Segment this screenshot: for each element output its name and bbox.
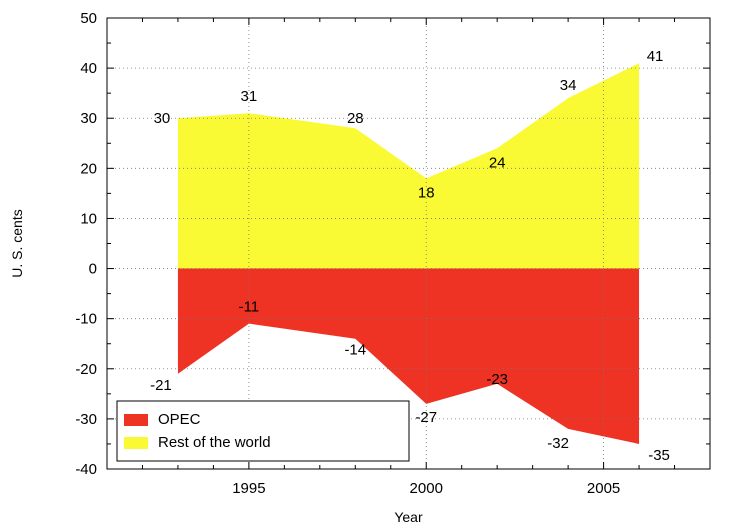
x-tick-label: 1995 (232, 480, 265, 497)
y-tick-label: -40 (75, 461, 97, 478)
x-tick-label: 2005 (587, 480, 620, 497)
data-label: -14 (344, 342, 366, 359)
data-label: 41 (647, 48, 664, 65)
area-series-0 (177, 268, 640, 444)
y-tick-label: 20 (80, 160, 97, 177)
series-layer (177, 63, 640, 444)
y-tick-label: 10 (80, 210, 97, 227)
data-label: -21 (150, 377, 172, 394)
data-label: 30 (154, 110, 171, 127)
data-label: -35 (648, 447, 670, 464)
data-label: -11 (239, 299, 260, 316)
data-label: 31 (241, 88, 258, 105)
data-label: 24 (489, 154, 506, 171)
axis-layer: -40 -30 -20 -10 0 10 20 30 40 50 1995 2000 2005 (75, 10, 711, 497)
y-tick-label: -10 (75, 311, 97, 328)
legend-box (116, 400, 410, 462)
data-label: -27 (415, 409, 437, 426)
legend-swatch-rest-of-world (124, 437, 148, 449)
data-label: 28 (347, 110, 364, 127)
y-tick-label: 40 (80, 60, 97, 77)
y-tick-label: -30 (75, 411, 97, 428)
y-tick-label: 50 (80, 10, 97, 27)
data-label: 34 (560, 77, 577, 94)
legend-label-opec: OPEC (158, 411, 201, 428)
area-series-1 (177, 63, 640, 269)
y-tick-label: 0 (89, 261, 97, 278)
x-axis-title: Year (394, 509, 423, 525)
data-labels: -21 -11 -14 -27 -23 -32 -35 30 31 28 18 24 34 41 (150, 48, 670, 464)
y-tick-label: 30 (80, 110, 97, 127)
legend-label-rest-of-world: Rest of the world (158, 434, 271, 451)
data-label: -23 (486, 371, 508, 388)
legend-swatch-opec (124, 414, 148, 426)
y-axis-title: U. S. cents (9, 209, 25, 277)
legend: OPEC Rest of the world (116, 400, 410, 462)
y-tick-label: -20 (75, 361, 97, 378)
data-label: 18 (418, 184, 435, 201)
x-tick-label: 2000 (410, 480, 443, 497)
data-label: -32 (547, 435, 569, 452)
